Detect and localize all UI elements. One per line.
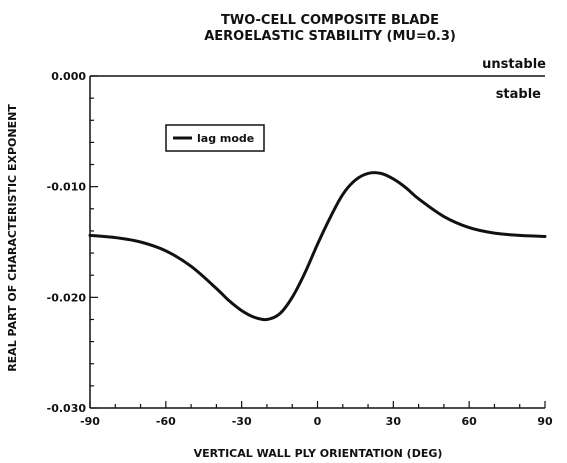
y-axis-label: REAL PART OF CHARACTERISTIC EXPONENT — [6, 104, 19, 372]
chart-subtitle: AEROELASTIC STABILITY (MU=0.3) — [204, 29, 456, 44]
chart-title: TWO-CELL COMPOSITE BLADE — [221, 13, 439, 28]
x-tick-label: -60 — [156, 415, 176, 428]
y-tick-label: 0.000 — [51, 70, 86, 83]
y-tick-label: -0.020 — [47, 291, 87, 304]
stable-label: stable — [496, 87, 541, 102]
x-tick-label: 0 — [314, 415, 322, 428]
x-tick-label: 90 — [537, 415, 553, 428]
y-tick-label: -0.010 — [47, 181, 87, 194]
x-tick-label: -90 — [80, 415, 100, 428]
x-ticks: -90 -60 -30 0 30 60 90 — [80, 401, 553, 428]
y-tick-label: -0.030 — [47, 402, 87, 415]
x-tick-label: 30 — [386, 415, 402, 428]
legend-label: lag mode — [197, 132, 254, 145]
x-axis-label: VERTICAL WALL PLY ORIENTATION (DEG) — [194, 447, 443, 460]
x-tick-label: 60 — [462, 415, 478, 428]
legend: lag mode — [165, 124, 265, 152]
x-tick-label: -30 — [232, 415, 252, 428]
unstable-label: unstable — [482, 57, 546, 72]
y-ticks: 0.000 -0.010 -0.020 -0.030 — [47, 70, 98, 415]
series-line-lag-mode — [88, 171, 547, 322]
